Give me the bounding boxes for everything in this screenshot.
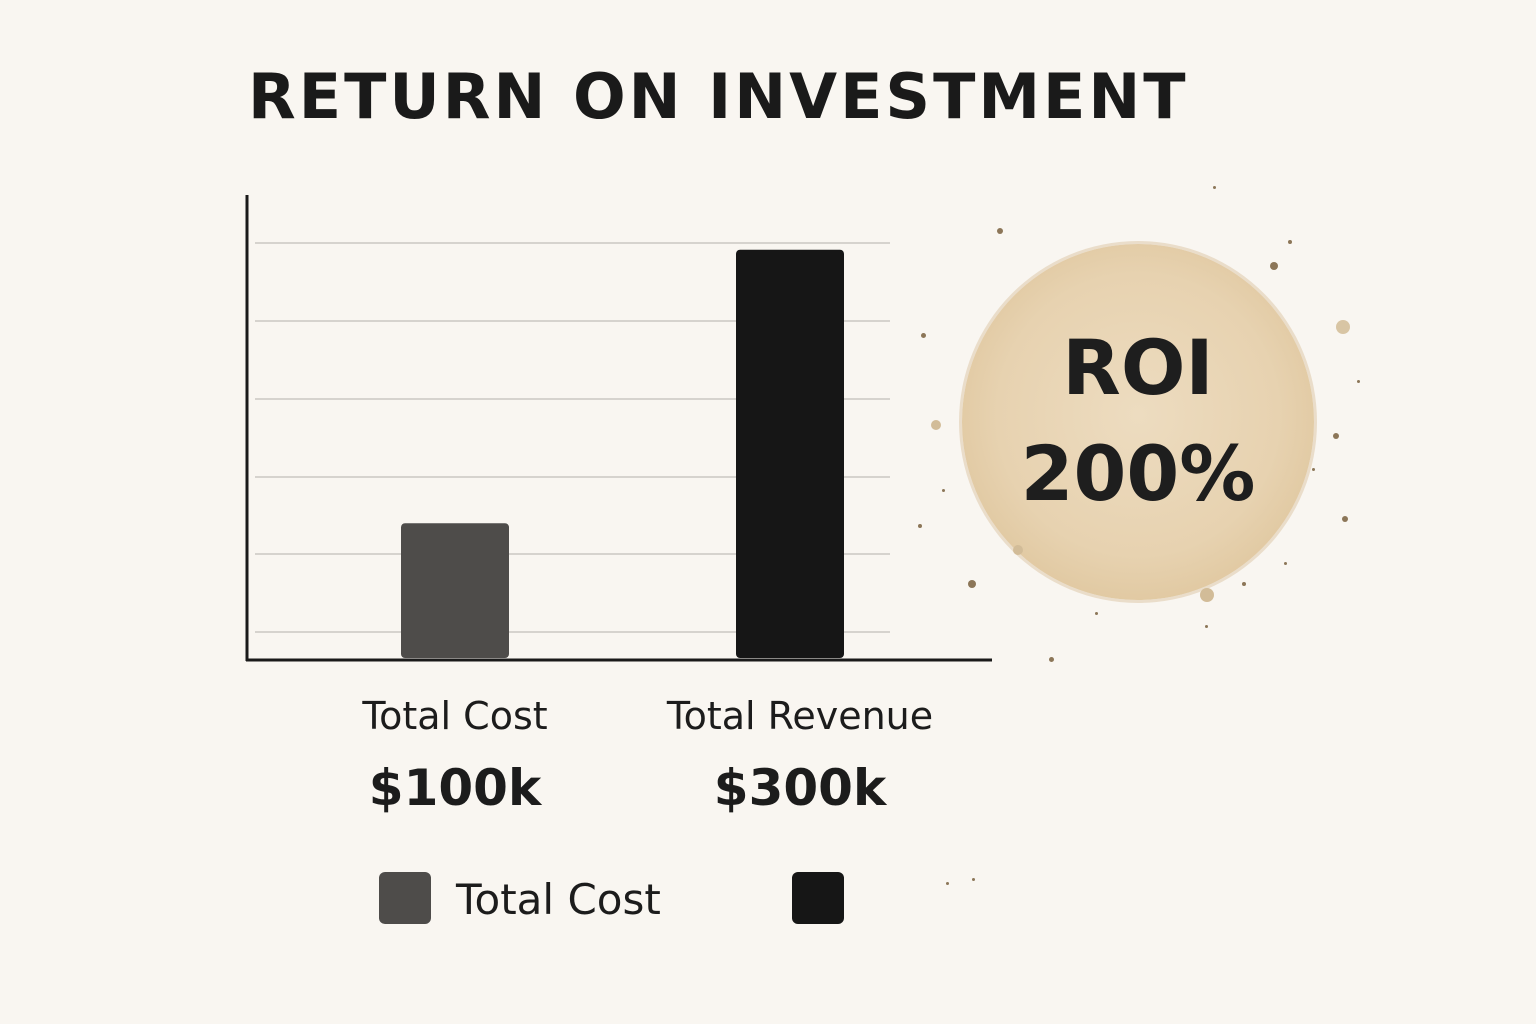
value-label-total-revenue: $300k xyxy=(713,759,887,817)
category-label-total-revenue: Total Revenue xyxy=(666,694,934,738)
value-label-total-cost: $100k xyxy=(368,759,542,817)
roi-label: ROI xyxy=(1062,323,1214,412)
legend-label-total-cost: Total Cost xyxy=(456,875,661,924)
chart-title: RETURN ON INVESTMENT xyxy=(248,60,1189,133)
roi-badge xyxy=(962,244,1314,600)
category-label-total-cost: Total Cost xyxy=(362,694,548,738)
legend-swatch-total-revenue xyxy=(792,872,844,924)
roi-value: 200% xyxy=(1020,429,1256,518)
legend-swatch-total-cost xyxy=(379,872,431,924)
bar-total-revenue xyxy=(736,249,844,659)
bar-total-cost xyxy=(401,523,509,658)
